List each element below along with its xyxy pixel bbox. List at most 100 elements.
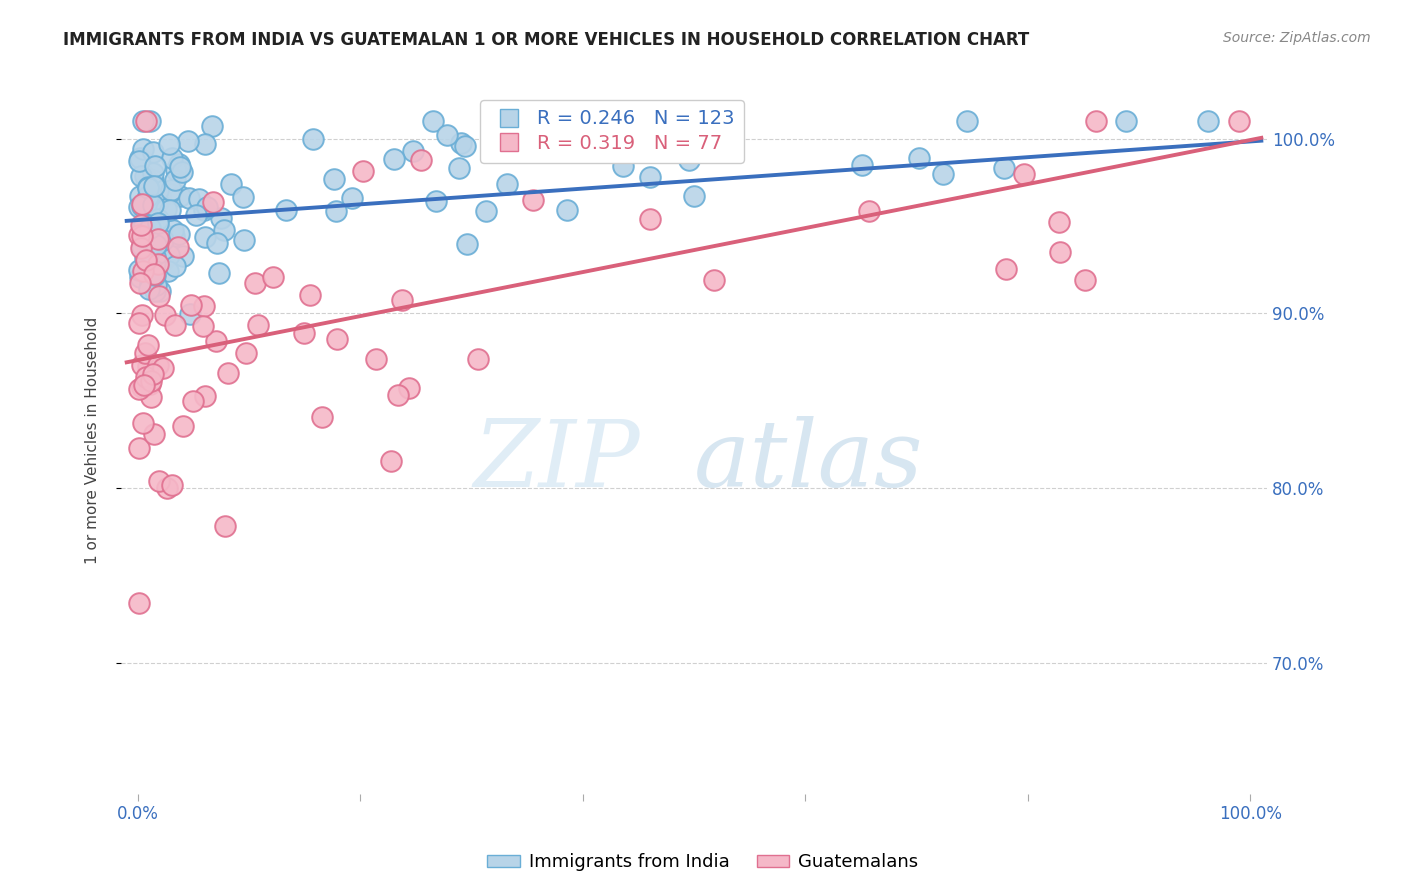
Point — [142, 198, 165, 212]
Point — [159, 202, 181, 217]
Point — [145, 235, 167, 250]
Point — [128, 200, 150, 214]
Point — [449, 161, 471, 175]
Text: ZIP: ZIP — [474, 417, 640, 507]
Point — [209, 211, 232, 226]
Point — [450, 136, 472, 150]
Point — [1227, 114, 1250, 128]
Point — [325, 204, 347, 219]
Point — [142, 267, 165, 281]
Point — [131, 239, 153, 253]
Point — [131, 229, 153, 244]
Point — [454, 138, 477, 153]
Point — [187, 193, 209, 207]
Point — [201, 195, 224, 210]
Point — [301, 132, 323, 146]
Legend: Immigrants from India, Guatemalans: Immigrants from India, Guatemalans — [481, 847, 925, 879]
Point — [993, 161, 1015, 176]
Point — [136, 247, 159, 261]
Point — [146, 232, 169, 246]
Point — [1074, 273, 1097, 287]
Point — [142, 145, 165, 159]
Point — [907, 151, 929, 165]
Point — [522, 193, 544, 207]
Point — [152, 233, 174, 247]
Point — [184, 208, 207, 222]
Point — [131, 197, 153, 211]
Point — [129, 169, 152, 183]
Point — [180, 298, 202, 312]
Point — [141, 199, 163, 213]
Point — [247, 318, 270, 333]
Point — [134, 251, 156, 265]
Point — [157, 136, 180, 151]
Point — [555, 202, 578, 217]
Point — [703, 273, 725, 287]
Point — [955, 114, 977, 128]
Point — [138, 221, 160, 235]
Point — [143, 284, 166, 298]
Point — [612, 159, 634, 173]
Point — [145, 238, 167, 252]
Point — [194, 388, 217, 402]
Point — [299, 288, 322, 302]
Point — [134, 169, 156, 184]
Point — [172, 248, 194, 262]
Point — [136, 337, 159, 351]
Point — [132, 416, 155, 430]
Point — [160, 183, 183, 197]
Point — [142, 207, 165, 221]
Point — [156, 264, 179, 278]
Point — [129, 219, 152, 233]
Point — [128, 227, 150, 242]
Point — [422, 114, 444, 128]
Point — [169, 161, 191, 175]
Point — [262, 269, 284, 284]
Point — [169, 227, 191, 241]
Point — [1115, 114, 1137, 128]
Point — [135, 177, 157, 191]
Point — [134, 253, 156, 268]
Point — [166, 240, 188, 254]
Point — [179, 307, 201, 321]
Point — [162, 223, 184, 237]
Point — [1047, 215, 1070, 229]
Point — [181, 394, 204, 409]
Point — [139, 264, 162, 278]
Point — [214, 519, 236, 533]
Point — [169, 189, 191, 203]
Point — [128, 382, 150, 396]
Point — [682, 189, 704, 203]
Point — [156, 481, 179, 495]
Point — [131, 199, 153, 213]
Point — [135, 228, 157, 243]
Point — [177, 191, 200, 205]
Point — [162, 229, 184, 244]
Point — [495, 177, 517, 191]
Point — [143, 426, 166, 441]
Y-axis label: 1 or more Vehicles in Household: 1 or more Vehicles in Household — [86, 317, 100, 564]
Point — [136, 171, 159, 186]
Text: atlas: atlas — [693, 417, 924, 507]
Point — [851, 158, 873, 172]
Point — [134, 219, 156, 233]
Point — [387, 388, 409, 402]
Point — [143, 264, 166, 278]
Point — [148, 212, 170, 227]
Point — [640, 212, 662, 227]
Point — [136, 181, 159, 195]
Point — [391, 293, 413, 308]
Point — [148, 183, 170, 197]
Point — [134, 235, 156, 249]
Point — [128, 151, 150, 165]
Point — [148, 216, 170, 230]
Point — [142, 185, 165, 199]
Point — [148, 231, 170, 245]
Point — [191, 319, 214, 334]
Point — [146, 187, 169, 202]
Point — [214, 223, 236, 237]
Point — [311, 409, 333, 424]
Point — [467, 351, 489, 366]
Point — [141, 390, 163, 404]
Point — [139, 377, 162, 392]
